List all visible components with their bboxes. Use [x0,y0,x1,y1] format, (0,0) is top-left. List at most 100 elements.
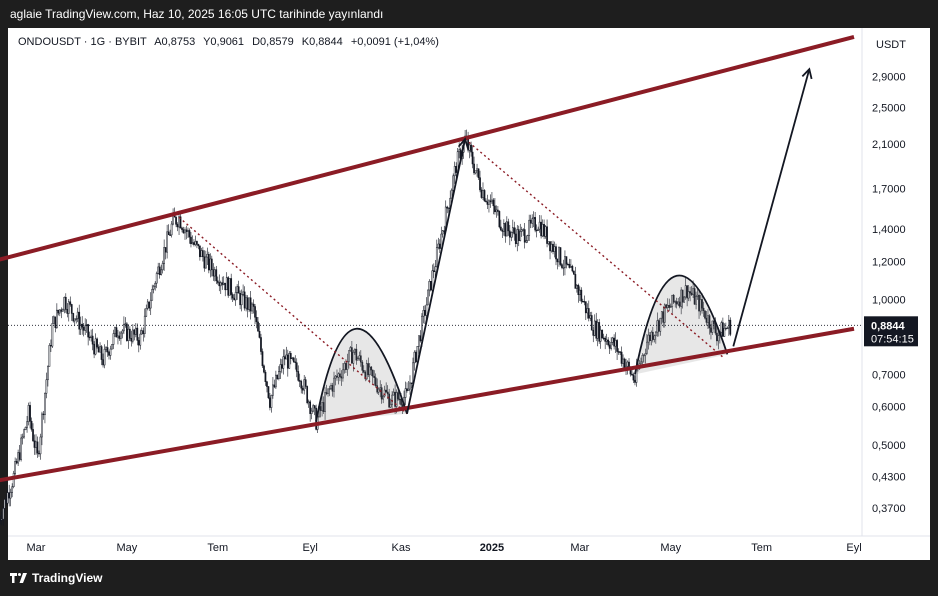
candle-body-439 [652,331,654,340]
candle-body-86 [126,323,128,341]
candle-body-90 [131,329,134,342]
y-tick-label-0: 2,9000 [872,71,906,83]
candle-body-173 [255,317,258,323]
candle-body-446 [662,311,665,323]
candle-body-409 [607,339,610,346]
candle-body-269 [398,398,401,401]
candle-body-432 [641,355,644,363]
candle-body-454 [674,301,677,303]
candle-body-144 [212,269,215,277]
candle-body-235 [348,350,350,362]
symbol-legend: ONDOUSDT · 1G · BYBIT A0,8753 Y0,9061 D0… [18,36,444,48]
candle-body-427 [634,379,636,383]
close-value: K0,8844 [301,36,343,48]
candle-body-395 [586,308,589,314]
candle-body-45 [64,296,67,310]
candle-body-43 [61,309,64,312]
candle-body-196 [289,353,292,359]
candle-body-121 [178,216,180,228]
candle-body-363 [538,221,541,230]
candle-body-23 [32,429,34,442]
candle-body-417 [619,351,621,353]
candle-body-485 [720,322,723,333]
candle-body-323 [479,177,481,191]
candle-body-450 [668,304,671,308]
candle-body-60 [87,324,89,338]
candle-body-123 [181,227,183,230]
candle-body-390 [578,289,581,296]
candle-body-301 [446,206,449,209]
candle-body-132 [194,241,197,245]
candle-body-402 [596,322,599,339]
candle-body-241 [356,358,359,361]
chart-panel[interactable] [8,28,930,560]
candle-body-83 [121,330,124,334]
candle-body-191 [282,356,285,369]
candle-body-226 [334,375,337,379]
candle-body-345 [511,227,514,233]
candle-body-403 [598,322,601,342]
candle-body-77 [112,333,115,345]
candle-body-327 [485,200,487,203]
candle-body-248 [367,363,370,376]
candle-body-169 [249,297,252,312]
x-tick-label-3: Eyl [303,542,318,554]
candle-body-3 [2,508,5,520]
candle-body-289 [428,280,431,291]
candle-body-453 [672,294,675,303]
candle-body-413 [613,337,615,347]
candle-body-218 [322,402,325,412]
candle-body-443 [657,320,660,332]
candle-body-250 [370,366,373,371]
candle-body-183 [270,395,273,408]
candle-body-247 [365,363,368,380]
tradingview-logo[interactable]: TradingView [10,571,102,585]
candle-body-426 [632,374,635,381]
candle-body-480 [713,320,715,325]
y-tick-label-9: 0,5000 [872,440,906,452]
candle-body-75 [109,348,112,356]
candle-body-356 [528,219,531,236]
candle-body-84 [123,323,125,332]
candle-body-65 [94,338,97,355]
candle-body-334 [495,209,498,213]
candle-body-193 [285,354,288,360]
candle-body-9 [11,486,14,493]
candle-body-94 [137,340,140,346]
candle-body-72 [105,347,107,350]
candle-body-319 [473,163,475,174]
candle-body-465 [690,292,693,295]
candle-body-56 [81,323,84,328]
candle-body-61 [88,336,91,339]
candle-body-178 [263,365,265,373]
candle-body-270 [400,399,402,405]
candle-body-174 [257,321,259,332]
y-tick-label-11: 0,3700 [872,503,906,515]
candle-body-58 [84,325,87,331]
candle-body-437 [649,334,651,341]
candle-body-44 [63,296,66,311]
candle-body-392 [581,300,584,303]
candle-body-181 [267,386,270,399]
candle-body-7 [8,492,11,499]
candle-body-103 [151,288,154,301]
candle-body-447 [663,304,666,323]
candle-body-273 [404,388,407,398]
candle-body-349 [517,229,520,241]
candle-body-487 [723,328,726,337]
candle-body-125 [184,229,186,234]
candle-body-164 [242,291,244,295]
candle-body-470 [698,294,700,312]
candle-body-57 [82,326,85,331]
candle-body-156 [230,278,233,295]
candle-body-265 [392,391,395,396]
candle-body-340 [504,223,507,237]
candle-body-172 [254,306,256,318]
candle-body-324 [480,189,483,198]
price-axis: USDT 2,9000 2,5000 2,1000 1,7000 1,4000 1,2000… [861,28,918,536]
candle-body-179 [264,371,267,382]
candle-body-339 [503,223,505,232]
candle-body-52 [75,318,78,320]
candle-body-451 [669,306,672,308]
